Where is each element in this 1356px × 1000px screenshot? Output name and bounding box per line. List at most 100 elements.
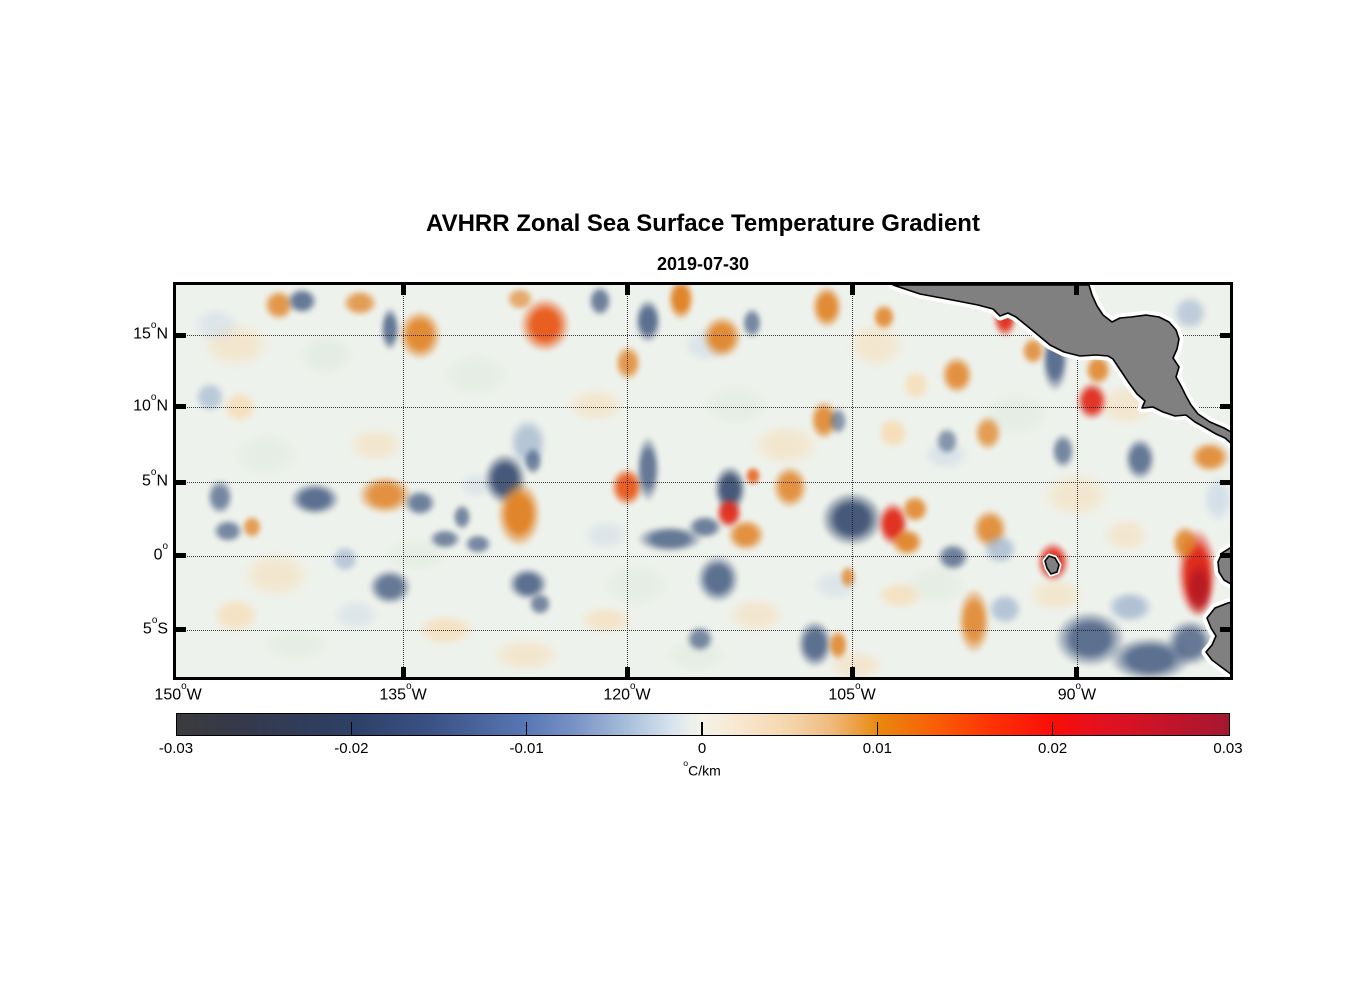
colorbar-tick-label: 0 bbox=[697, 740, 707, 757]
heat-blob bbox=[500, 285, 540, 315]
land-layer bbox=[888, 285, 1230, 677]
heat-blob bbox=[1098, 584, 1162, 630]
y-tick-left bbox=[176, 553, 186, 559]
heat-blob bbox=[931, 421, 963, 461]
heat-blob bbox=[478, 631, 574, 677]
heat-blob bbox=[1094, 511, 1158, 559]
heat-blob bbox=[377, 298, 403, 360]
gridline-vertical bbox=[1076, 285, 1078, 677]
x-tick-top bbox=[624, 285, 630, 295]
heat-blob bbox=[663, 285, 699, 328]
heat-blob bbox=[336, 421, 416, 469]
colorbar-tick-label: -0.02 bbox=[334, 740, 369, 757]
landmass-south_america_2 bbox=[1205, 601, 1230, 675]
heat-blob bbox=[895, 489, 935, 529]
x-tick-bottom bbox=[849, 667, 855, 677]
colorbar-tick bbox=[1051, 722, 1054, 735]
heat-blob bbox=[689, 547, 747, 611]
heat-blob bbox=[520, 441, 546, 481]
heat-blob bbox=[1167, 519, 1203, 567]
heat-blob bbox=[336, 285, 384, 321]
heat-blob bbox=[237, 511, 267, 543]
gridline-horizontal bbox=[176, 482, 1230, 484]
gridline-horizontal bbox=[176, 555, 1230, 557]
heat-blob bbox=[968, 409, 1008, 457]
colorbar-tick bbox=[525, 722, 528, 735]
colorbar-tick bbox=[701, 722, 703, 735]
colorbar-tick-label: -0.03 bbox=[158, 740, 194, 757]
y-tick-right bbox=[1220, 479, 1230, 485]
x-tick-bottom bbox=[1074, 667, 1080, 677]
x-axis-tick-label: 90oW bbox=[1057, 680, 1097, 704]
heat-blob bbox=[524, 588, 556, 620]
heat-blob bbox=[868, 299, 900, 335]
heat-blob bbox=[896, 364, 936, 406]
y-axis-tick-label: 5oN bbox=[142, 466, 168, 490]
x-tick-top bbox=[400, 285, 406, 295]
y-tick-right bbox=[1220, 332, 1230, 338]
x-axis-tick-label: 150oW bbox=[154, 680, 202, 704]
colorbar-tick bbox=[876, 722, 879, 735]
y-tick-left bbox=[176, 404, 186, 410]
heat-blob bbox=[934, 349, 980, 401]
gridline-vertical bbox=[403, 285, 405, 677]
heat-blob bbox=[981, 586, 1029, 632]
gridline-horizontal bbox=[176, 629, 1230, 631]
heat-blob bbox=[872, 410, 914, 456]
heat-blob bbox=[930, 537, 976, 577]
y-tick-left bbox=[176, 627, 186, 633]
gridline-horizontal bbox=[176, 335, 1230, 337]
heat-blob bbox=[1119, 430, 1161, 488]
landmass-central_america bbox=[892, 285, 1230, 444]
x-axis-tick-label: 135oW bbox=[379, 680, 427, 704]
heat-blob bbox=[449, 499, 475, 535]
heat-blob bbox=[1047, 427, 1079, 475]
colorbar-tick-label: 0.03 bbox=[1213, 740, 1243, 757]
heat-blob bbox=[823, 624, 853, 666]
heat-blob bbox=[825, 401, 851, 441]
colorbar-tick-label: -0.01 bbox=[509, 740, 544, 757]
heat-blob bbox=[836, 561, 860, 593]
heat-blob bbox=[361, 563, 419, 611]
gridline-horizontal bbox=[176, 406, 1230, 408]
heat-blob bbox=[868, 575, 932, 615]
heat-blob bbox=[884, 522, 930, 562]
heat-blob bbox=[204, 591, 268, 639]
x-tick-bottom bbox=[624, 667, 630, 677]
y-axis-tick-label: 10oN bbox=[133, 391, 168, 415]
y-tick-right bbox=[1220, 553, 1230, 559]
heat-blob bbox=[202, 473, 238, 521]
heat-blob bbox=[281, 285, 323, 319]
colorbar bbox=[176, 713, 1230, 736]
gridline-vertical bbox=[852, 285, 854, 677]
heat-blob bbox=[184, 301, 248, 349]
heat-blob bbox=[397, 485, 443, 521]
x-tick-bottom bbox=[400, 667, 406, 677]
x-tick-top bbox=[849, 285, 855, 295]
y-axis-tick-label: 5oS bbox=[142, 614, 168, 638]
heat-blob bbox=[488, 469, 550, 559]
heat-blob bbox=[556, 381, 636, 429]
y-axis-tick-label: 0o bbox=[153, 540, 168, 564]
heat-blob bbox=[325, 539, 365, 579]
chart-subtitle: 2019-07-30 bbox=[656, 254, 750, 274]
colorbar-unit-label: oC/km bbox=[683, 758, 721, 779]
heat-blob bbox=[458, 529, 498, 559]
heat-blob bbox=[806, 285, 848, 336]
y-tick-right bbox=[1220, 627, 1230, 633]
heat-blob bbox=[584, 285, 616, 322]
colorbar-tick-label: 0.02 bbox=[1038, 740, 1068, 757]
x-axis-tick-label: 120oW bbox=[603, 680, 651, 704]
x-tick-top bbox=[1074, 285, 1080, 295]
colorbar-tick-label: 0.01 bbox=[862, 740, 892, 757]
colorbar-tick bbox=[350, 722, 353, 735]
heat-blob bbox=[1071, 375, 1113, 427]
heat-blob bbox=[281, 476, 349, 522]
chart-title: AVHRR Zonal Sea Surface Temperature Grad… bbox=[426, 210, 980, 237]
y-axis-tick-label: 15oN bbox=[133, 319, 168, 343]
heat-blob bbox=[976, 528, 1024, 570]
heat-blob bbox=[680, 621, 720, 657]
y-tick-left bbox=[176, 332, 186, 338]
y-tick-left bbox=[176, 479, 186, 485]
